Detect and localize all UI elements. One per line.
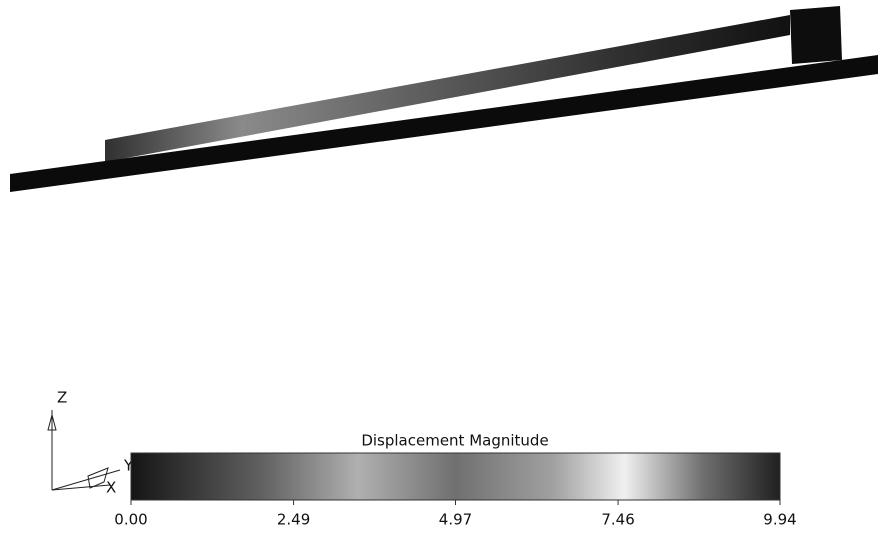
colorbar-tick-label: 4.97 (439, 511, 472, 529)
support-post (790, 6, 842, 64)
colorbar-title: Displacement Magnitude (361, 432, 548, 450)
page: {"colorbar": {"title": "Displacement Mag… (0, 0, 878, 538)
colorbar-tick-label: 2.49 (277, 511, 310, 529)
x-label: X (106, 479, 116, 497)
lower-beam (10, 55, 878, 192)
colorbar-tick-label: 7.46 (601, 511, 634, 529)
colorbar-tick-label: 9.94 (763, 511, 796, 529)
z-label: Z (57, 389, 67, 407)
colorbar (131, 453, 780, 500)
colorbar-tick-label: 0.00 (114, 511, 147, 529)
model (10, 6, 878, 192)
viewport: Z Y X Displacement Magnitude 0.002.494.9… (0, 0, 878, 538)
